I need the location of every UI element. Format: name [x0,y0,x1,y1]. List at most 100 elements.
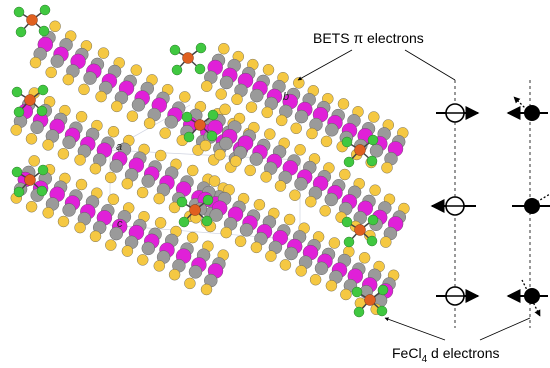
chlorine-atom [15,26,27,38]
sulfur-atom [264,128,276,140]
sulfur-atom [245,101,258,113]
sulfur-atom [340,288,352,301]
chlorine-atom [353,306,365,318]
chlorine-atom [36,105,48,117]
sulfur-atom [111,100,123,113]
carbon-atom [219,75,234,90]
sulfur-atom [78,83,90,96]
sulfur-atom [74,154,86,166]
sulfur-atom [358,252,371,264]
sulfur-atom [244,164,256,177]
chlorine-atom [367,214,379,226]
sulfur-atom [121,245,134,257]
sulfur-atom [220,226,232,239]
sulfur-atom [289,189,301,201]
chlorine-atom [13,186,25,198]
sulfur-atom [62,73,75,86]
chlorine-atom [343,156,355,168]
chlorine-atom [169,44,181,56]
sulfur-atom [339,168,351,181]
iron-atom [194,119,206,131]
sulfur-atom [10,124,22,136]
sulfur-atom [260,171,272,183]
sulfur-atom [75,110,88,123]
sulfur-atom [136,186,149,199]
sulfur-atom [265,250,277,262]
iron-atom [24,94,36,106]
sulfur-atom [168,269,181,281]
chlorine-atom [11,86,23,98]
sulfur-atom [153,192,165,205]
sulfur-atom [200,283,213,296]
sulfur-atom [186,231,199,244]
sulfur-atom [295,265,307,277]
chlorine-atom [194,63,206,75]
carbon-atom [131,98,146,112]
sulfur-atom [186,164,199,177]
sulfur-atom [290,122,302,135]
chlorine-atom [377,284,389,296]
carbon-atom [219,136,233,151]
sulfur-atom [320,135,333,148]
pi-spin-bottom [436,286,480,306]
fecl-suffix: d electrons [427,345,500,361]
chlorine-atom [195,42,207,54]
chlorine-atom [367,134,379,146]
sulfur-atom [253,198,266,211]
fecl-pointer-right [479,317,531,341]
sulfur-atom [126,110,139,122]
sulfur-atom [294,144,306,156]
sulfur-atom [89,230,102,243]
sulfur-atom [25,133,38,145]
sulfur-atom [105,239,117,251]
sulfur-atom [97,47,110,59]
chlorine-atom [343,236,355,248]
sulfur-atom [319,205,331,217]
sulfur-atom [45,66,57,79]
sulfur-atom [262,64,275,76]
sulfur-atom [42,207,54,219]
sulfur-atom [25,200,38,213]
sulfur-atom [104,171,117,184]
sulfur-atom [179,91,191,103]
sulfur-atom [28,155,40,167]
carbon-atom [324,192,338,207]
sulfur-atom [261,106,273,119]
sulfur-atom [381,161,393,174]
iron-atom [26,14,38,26]
chlorine-atom [376,305,388,317]
sulfur-atom [231,93,243,106]
carbon-atom [284,246,298,261]
chlorine-atom [176,196,188,208]
sulfur-atom [49,20,61,32]
axis-label-c: c [117,218,123,230]
sulfur-atom [154,217,167,229]
chlorine-atom [13,6,25,18]
carbon-atom [294,177,308,191]
iron-atom [182,52,194,64]
chlorine-atom [39,4,51,16]
sulfur-atom [218,43,230,55]
carbon-atom [83,71,97,85]
iron-atom [354,224,366,236]
fecl-prefix: FeCl [392,345,422,361]
bets-pi-electrons-label: BETS π electrons [313,30,424,46]
chlorine-atom [178,216,190,228]
carbon-atom [325,123,339,137]
chlorine-atom [11,166,23,178]
axis-label-a: a [116,141,123,153]
chlorine-atom [206,130,218,142]
sulfur-atom [380,236,392,248]
sulfur-atom [306,127,318,140]
sulfur-atom [153,260,166,272]
sulfur-atom [107,125,120,138]
sulfur-atom [234,235,247,248]
sulfur-atom [57,215,70,228]
chlorine-atom [38,25,50,37]
chlorine-atom [351,286,363,298]
d-spin-top [506,96,548,121]
sulfur-atom [143,117,156,130]
sulfur-atom [368,111,380,123]
